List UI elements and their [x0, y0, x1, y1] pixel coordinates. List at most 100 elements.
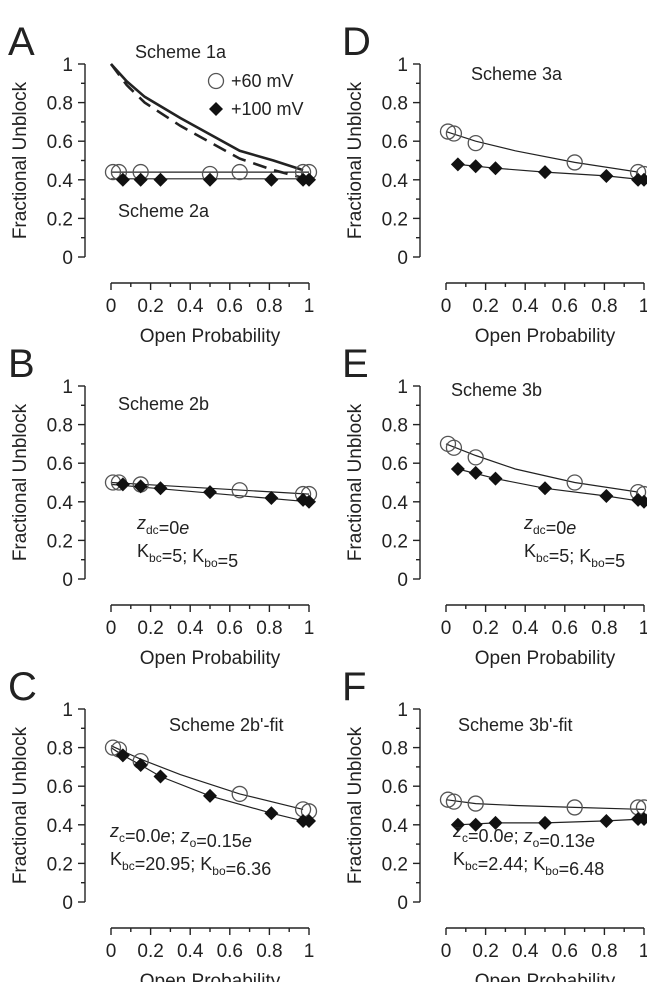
data-point-diamond [450, 461, 465, 476]
scheme-annotation: Scheme 3a [471, 64, 563, 84]
x-tick-label: 0.6 [217, 618, 243, 639]
y-tick-label: 1 [62, 377, 73, 398]
x-tick-label: 0.6 [552, 618, 578, 639]
data-point-diamond [488, 815, 503, 830]
parameter-text: zdc=0e [136, 513, 189, 538]
x-tick-label: 0.6 [217, 941, 243, 962]
data-point-diamond [488, 161, 503, 176]
parameter-text: Kbc=2.44; Kbo=6.48 [453, 849, 604, 879]
panel-c: C 0 0.2 0.4 0.6 0.8 1 0 0.2 0.4 0.6 0.8 1 Open Probab… [8, 665, 318, 982]
fit-line-1 [445, 443, 639, 493]
data-point-circle [467, 449, 484, 466]
y-tick-label: 0 [397, 893, 408, 914]
data-point-circle [231, 785, 248, 803]
y-tick-label: 0 [397, 570, 408, 591]
data-point-diamond [203, 788, 217, 803]
y-tick-label: 0.4 [47, 816, 74, 837]
x-tick-label: 0.4 [177, 618, 204, 639]
x-tick-label: 1 [639, 296, 647, 317]
scheme-annotation: Scheme 2b [118, 394, 209, 414]
fit-line-4 [109, 63, 304, 180]
y-tick-label: 0.2 [382, 854, 408, 875]
data-point-circle [104, 163, 122, 181]
y-tick-label: 0.8 [382, 416, 408, 437]
x-tick-label: 0.2 [472, 941, 498, 962]
x-tick-label: 0.2 [472, 618, 498, 639]
parameter-text: zc=0.0e; zo=0.15e [109, 821, 252, 851]
data-point-diamond [599, 168, 614, 183]
y-tick-label: 0.8 [382, 94, 408, 115]
x-tick-label: 0.8 [591, 941, 617, 962]
data-point-diamond [153, 481, 168, 496]
panel-f: F 0 0.2 0.4 0.6 0.8 1 0 0.2 0.4 0.6 0.8 1 Open Probab… [342, 665, 647, 982]
data-point-diamond [637, 494, 647, 509]
y-tick-label: 0.4 [47, 493, 74, 514]
data-point-diamond [133, 757, 148, 772]
data-point-circle [445, 125, 463, 142]
data-point-diamond [115, 477, 130, 492]
x-tick-label: 1 [304, 296, 315, 317]
panel-d: D 0 0.2 0.4 0.6 0.8 1 0 0.2 0.4 0.6 0.8 1 Open Probab… [342, 20, 647, 347]
parameter-text: zc=0.0e; zo=0.13e [452, 821, 595, 851]
parameter-text: Kbc=5; Kbo=5 [524, 541, 625, 571]
x-tick-label: 0.4 [177, 941, 204, 962]
x-tick-label: 0.6 [552, 296, 578, 317]
x-tick-label: 1 [639, 618, 647, 639]
data-point-diamond [538, 815, 552, 830]
panel-a: A 0 0.2 0.4 0.6 0.8 1 0 0.2 0.4 0.6 0.8 1 Open Probab… [8, 20, 318, 347]
data-point-circle [566, 154, 583, 171]
y-tick-label: 0.2 [382, 209, 408, 230]
x-axis-label: Open Probability [475, 648, 616, 669]
y-tick-label: 0.6 [382, 132, 408, 153]
y-axis-label: Fractional Unblock [10, 81, 31, 239]
y-tick-label: 0.4 [382, 816, 409, 837]
panel-e: E 0 0.2 0.4 0.6 0.8 1 0 0.2 0.4 0.6 0.8 1 Open Probab… [342, 342, 647, 669]
data-point-diamond [302, 494, 316, 509]
panel-label: A [8, 20, 35, 64]
data-point-diamond [538, 481, 552, 496]
fit-line-1 [445, 131, 639, 173]
data-point-diamond [302, 813, 316, 828]
y-tick-label: 0.2 [382, 531, 408, 552]
y-tick-label: 0 [397, 248, 408, 269]
x-tick-label: 0.4 [177, 296, 204, 317]
x-axis-label: Open Probability [475, 326, 616, 347]
panel-b: B 0 0.2 0.4 0.6 0.8 1 0 0.2 0.4 0.6 0.8 1 Open Probab… [8, 342, 318, 669]
x-tick-label: 0 [441, 941, 452, 962]
x-tick-label: 0.8 [591, 618, 617, 639]
y-tick-label: 0.8 [47, 94, 73, 115]
scheme-annotation: Scheme 3b [451, 380, 542, 400]
scheme-annotation: Scheme 3b'-fit [458, 715, 573, 735]
data-point-diamond [637, 812, 647, 827]
data-point-diamond [450, 817, 465, 832]
y-axis-label: Fractional Unblock [345, 81, 366, 239]
x-tick-label: 0.8 [591, 296, 617, 317]
y-tick-label: 0.6 [382, 454, 408, 475]
data-point-diamond [637, 172, 647, 187]
data-point-diamond [599, 813, 614, 828]
panel-label: D [342, 20, 371, 64]
y-tick-label: 1 [62, 55, 73, 76]
panel-label: C [8, 665, 37, 709]
x-tick-label: 1 [639, 941, 647, 962]
data-point-circle [566, 474, 583, 491]
y-tick-label: 0.4 [47, 171, 74, 192]
x-axis-label: Open Probability [475, 971, 616, 982]
parameter-text: Kbc=20.95; Kbo=6.36 [110, 849, 271, 879]
fit-line-2 [457, 468, 645, 503]
y-tick-label: 0.8 [382, 739, 408, 760]
data-point-circle [445, 793, 463, 810]
x-tick-label: 0.4 [512, 618, 539, 639]
x-tick-label: 0 [106, 618, 117, 639]
parameter-text: zdc=0e [523, 513, 576, 538]
y-tick-label: 0.4 [382, 171, 409, 192]
panel-label: E [342, 342, 369, 386]
scheme-annotation: Scheme 2b'-fit [169, 715, 284, 735]
x-tick-label: 1 [304, 618, 315, 639]
x-tick-label: 0.2 [137, 941, 163, 962]
x-tick-label: 0.2 [472, 296, 498, 317]
y-tick-label: 1 [62, 700, 73, 721]
y-tick-label: 0 [62, 248, 73, 269]
data-point-diamond [153, 769, 168, 784]
